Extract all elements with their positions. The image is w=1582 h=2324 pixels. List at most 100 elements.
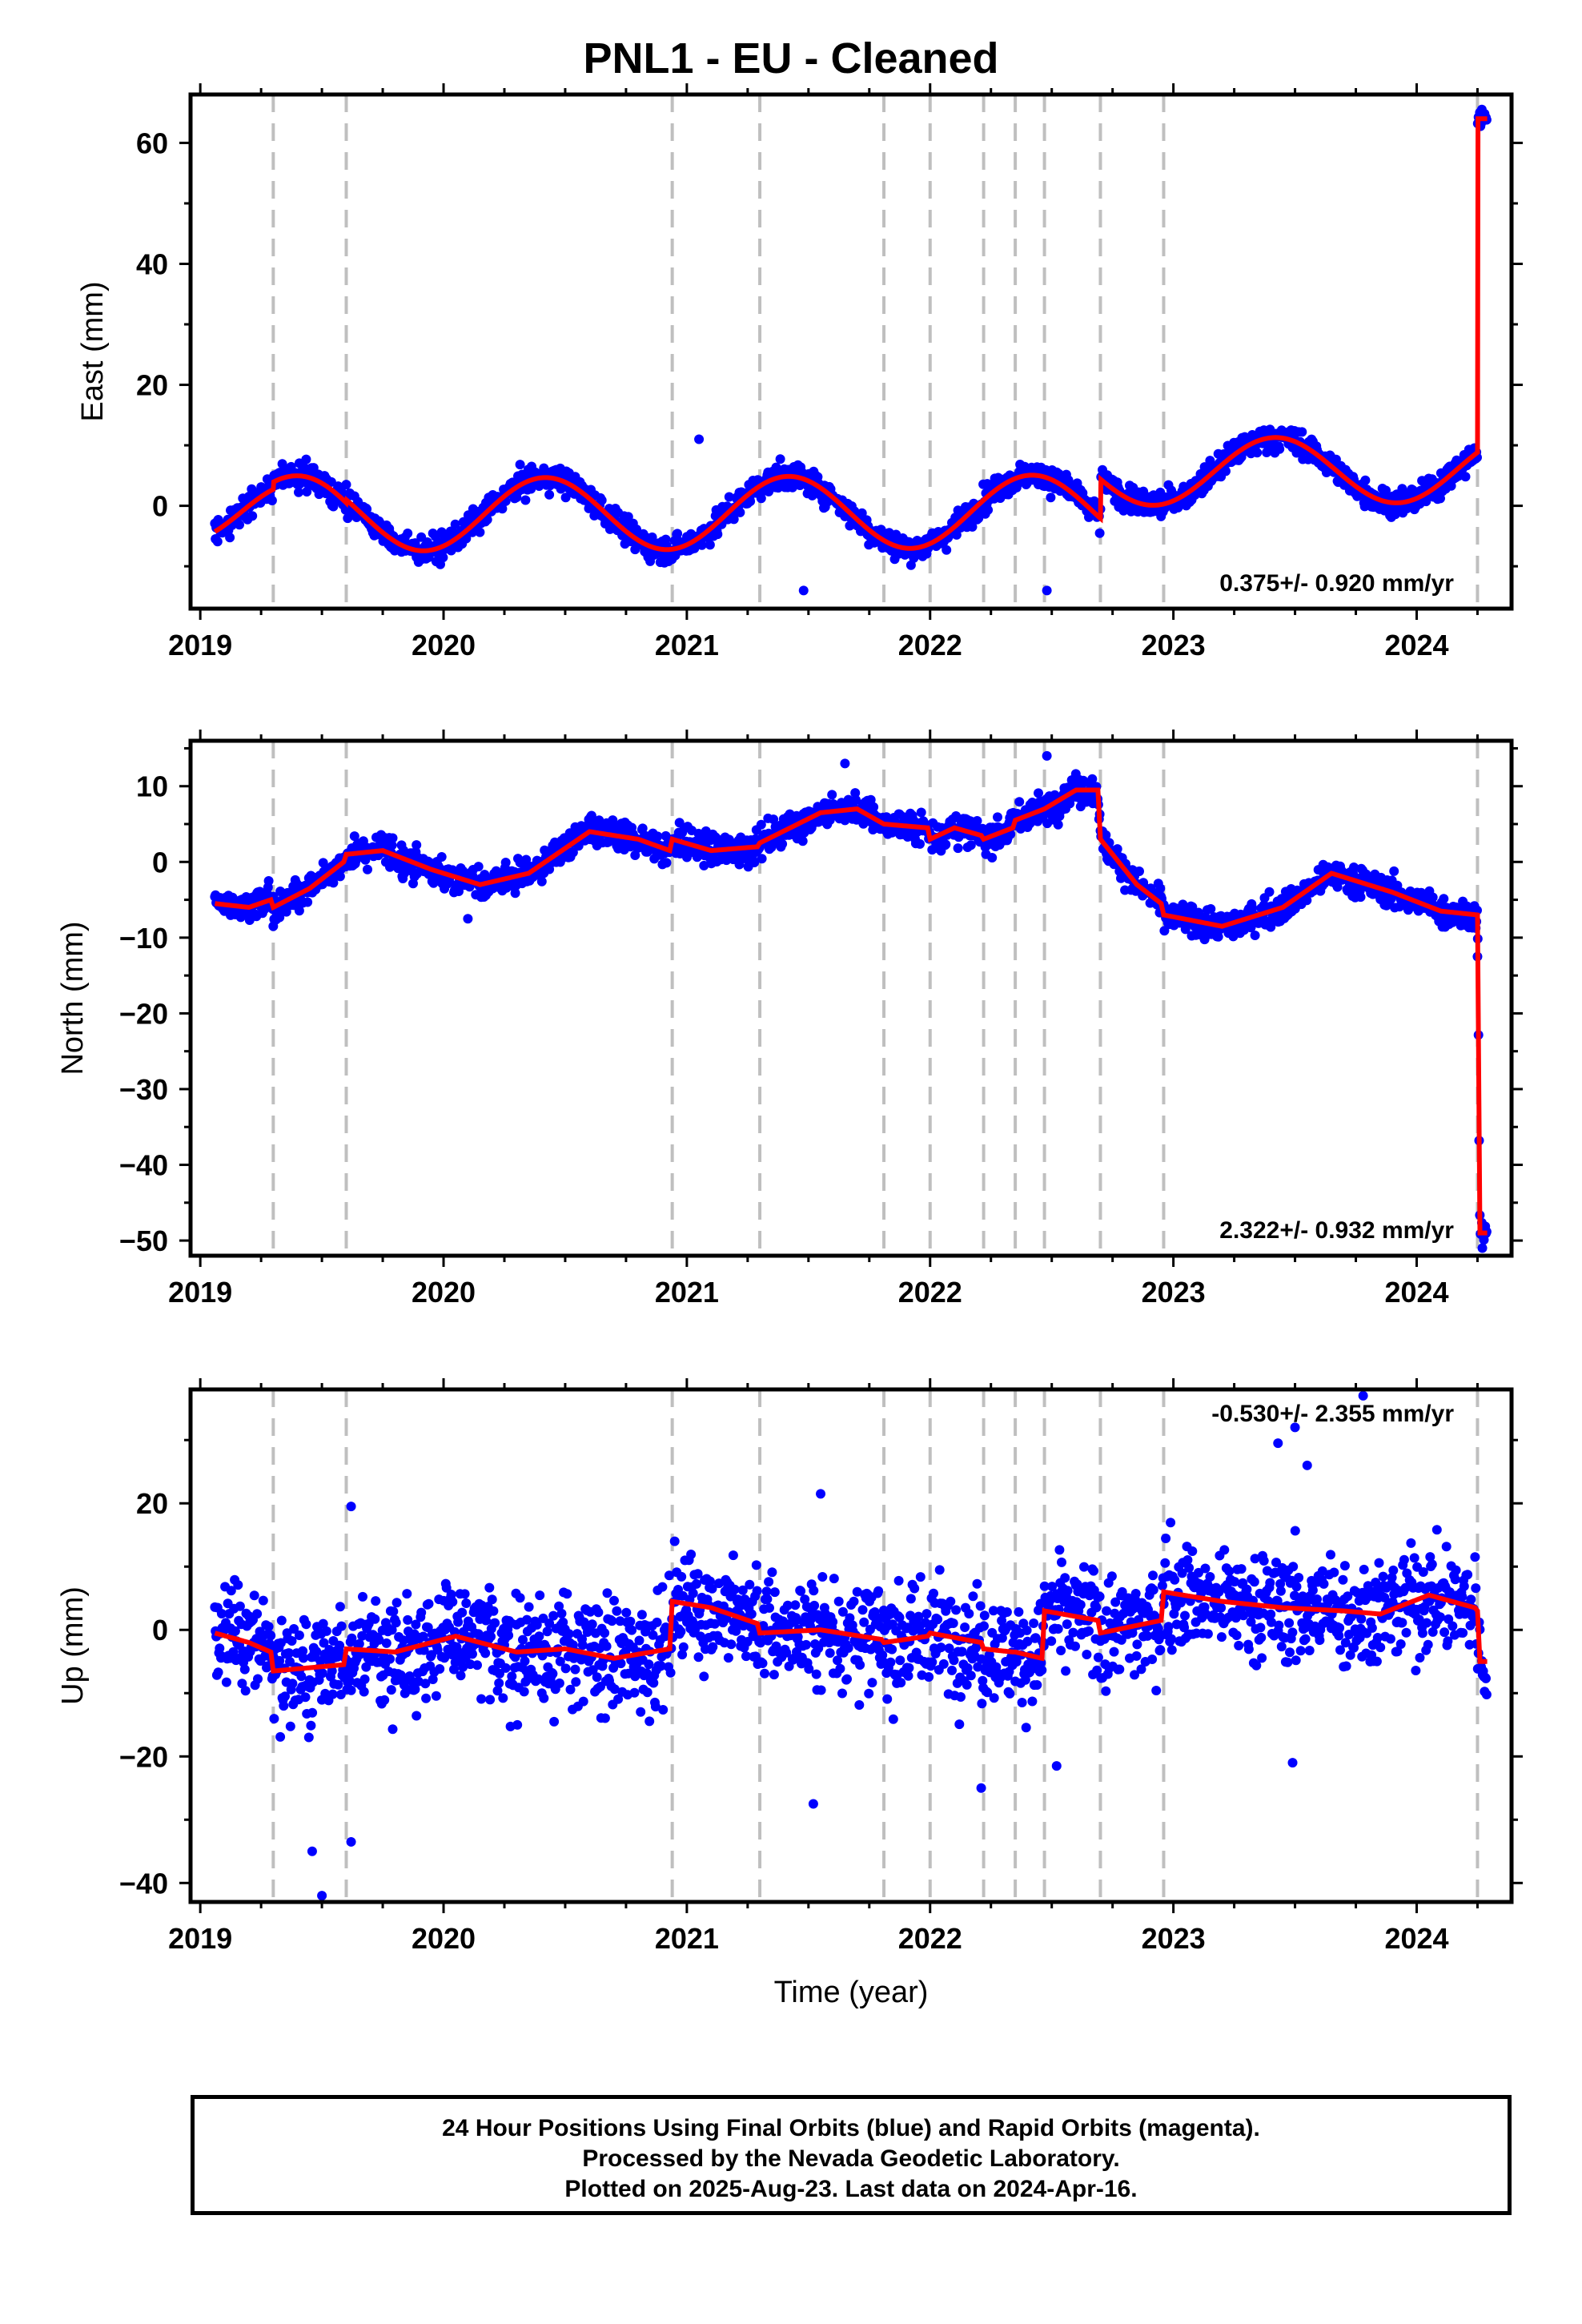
data-point [421,1693,432,1703]
data-point [522,1614,532,1625]
chart-title: PNL1 - EU - Cleaned [583,34,999,82]
data-point [827,790,837,800]
data-point [678,1642,689,1652]
data-point [673,529,683,539]
data-point [488,1606,499,1616]
data-point [903,1671,913,1681]
data-point [915,838,925,849]
data-point [456,1671,466,1681]
data-point [587,1619,597,1630]
x-tick-label: 2023 [1142,629,1206,661]
x-tick-label: 2021 [655,629,719,661]
data-point [609,1684,620,1695]
data-point [705,540,715,550]
data-point [648,1678,659,1688]
data-point [669,1536,680,1546]
data-point [752,1586,762,1596]
y-tick-label: 20 [136,369,168,402]
data-point [519,1687,529,1697]
data-points [210,1390,1492,1901]
data-point [746,1609,757,1619]
data-point [905,1594,916,1604]
y-axis-label: East (mm) [76,281,110,421]
data-point [1034,788,1043,798]
data-point [228,1647,239,1657]
data-point [804,1664,814,1674]
data-point [749,858,760,867]
data-point [1159,926,1170,936]
data-point [285,1657,295,1667]
data-point [851,794,861,805]
outlier-point [694,434,705,444]
data-point [601,1641,612,1651]
data-point [729,1584,740,1594]
data-point [535,1590,545,1601]
data-point [623,512,633,522]
data-point [953,843,963,854]
data-point [486,1631,496,1642]
data-point [301,454,311,464]
data-point [849,1596,859,1606]
data-point [258,1595,268,1606]
data-point [349,831,359,842]
data-point [613,1694,624,1704]
plot-frame [188,738,1514,1258]
data-point [809,1586,819,1596]
data-point [446,1590,456,1599]
data-point [1252,448,1263,458]
x-tick-label: 2021 [655,1276,719,1309]
north-panel: 2019 2020 2021 2022 2023 2024100−10−20−30−40−… [56,730,1523,1309]
data-point [438,553,448,563]
data-point [913,1611,924,1622]
data-point [440,1653,450,1663]
data-point [276,1615,287,1626]
data-point [656,1661,666,1671]
x-tick-label: 2022 [898,629,962,661]
data-point [757,1659,768,1668]
data-point [379,1695,390,1705]
data-points [210,750,1492,1253]
data-point [769,1587,780,1598]
data-point [723,1653,733,1663]
data-point [737,1585,748,1595]
data-point [852,1586,862,1597]
data-point [1014,797,1025,807]
x-tick-label: 2019 [168,629,232,661]
y-tick-label: 40 [136,247,168,280]
data-point [920,1618,930,1628]
data-point [1054,468,1064,479]
data-point [302,487,312,497]
data-point [951,811,962,821]
data-point [1439,894,1449,904]
data-point [432,1645,443,1655]
data-point [387,833,398,843]
data-point [858,818,869,829]
data-point [263,876,274,886]
data-point [402,1589,412,1599]
data-point [285,1721,295,1731]
data-point [951,529,962,540]
data-point [307,1707,318,1718]
data-point [420,1679,431,1689]
data-point [335,1640,345,1651]
data-point [386,1685,396,1695]
data-point [762,1594,773,1604]
data-point [468,1649,477,1659]
data-point [878,1657,888,1667]
data-point [361,1662,371,1672]
data-point [833,1655,842,1666]
data-point [319,1638,329,1648]
data-point [226,1586,236,1596]
data-point [436,852,447,862]
data-point [495,1668,504,1679]
data-point [607,1616,617,1626]
data-point [266,1630,276,1641]
data-point [894,1612,905,1622]
data-point [233,1580,243,1590]
x-tick-label: 2020 [412,629,476,661]
data-point [358,1591,367,1602]
data-point [221,1677,231,1687]
data-point [359,1687,369,1697]
data-point [707,1583,717,1594]
